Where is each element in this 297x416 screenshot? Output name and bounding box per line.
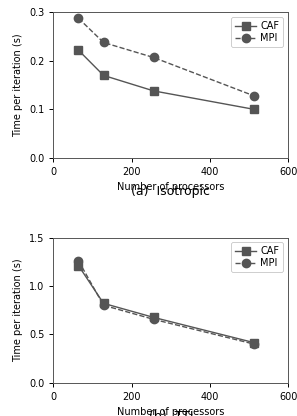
Text: (b)  TTI: (b) TTI — [148, 410, 193, 416]
Text: (a)  Isotropic: (a) Isotropic — [131, 185, 210, 198]
CAF — [102, 73, 105, 78]
Line: MPI: MPI — [74, 257, 258, 348]
CAF — [102, 301, 105, 306]
CAF — [77, 48, 80, 53]
CAF — [152, 315, 155, 320]
MPI — [252, 93, 255, 98]
MPI — [152, 317, 155, 322]
X-axis label: Number of processors: Number of processors — [117, 182, 225, 192]
Legend: CAF, MPI: CAF, MPI — [231, 17, 283, 47]
MPI — [102, 303, 105, 308]
Line: MPI: MPI — [74, 14, 258, 100]
Legend: CAF, MPI: CAF, MPI — [231, 243, 283, 272]
MPI — [252, 342, 255, 347]
Y-axis label: Time per iteration (s): Time per iteration (s) — [13, 33, 23, 137]
CAF — [152, 88, 155, 93]
CAF — [77, 263, 80, 268]
Line: CAF: CAF — [74, 46, 258, 114]
MPI — [77, 16, 80, 21]
MPI — [152, 55, 155, 60]
Y-axis label: Time per iteration (s): Time per iteration (s) — [13, 258, 23, 362]
CAF — [252, 340, 255, 345]
X-axis label: Number of processors: Number of processors — [117, 407, 225, 416]
MPI — [77, 258, 80, 263]
Line: CAF: CAF — [74, 261, 258, 347]
CAF — [252, 107, 255, 112]
MPI — [102, 40, 105, 45]
